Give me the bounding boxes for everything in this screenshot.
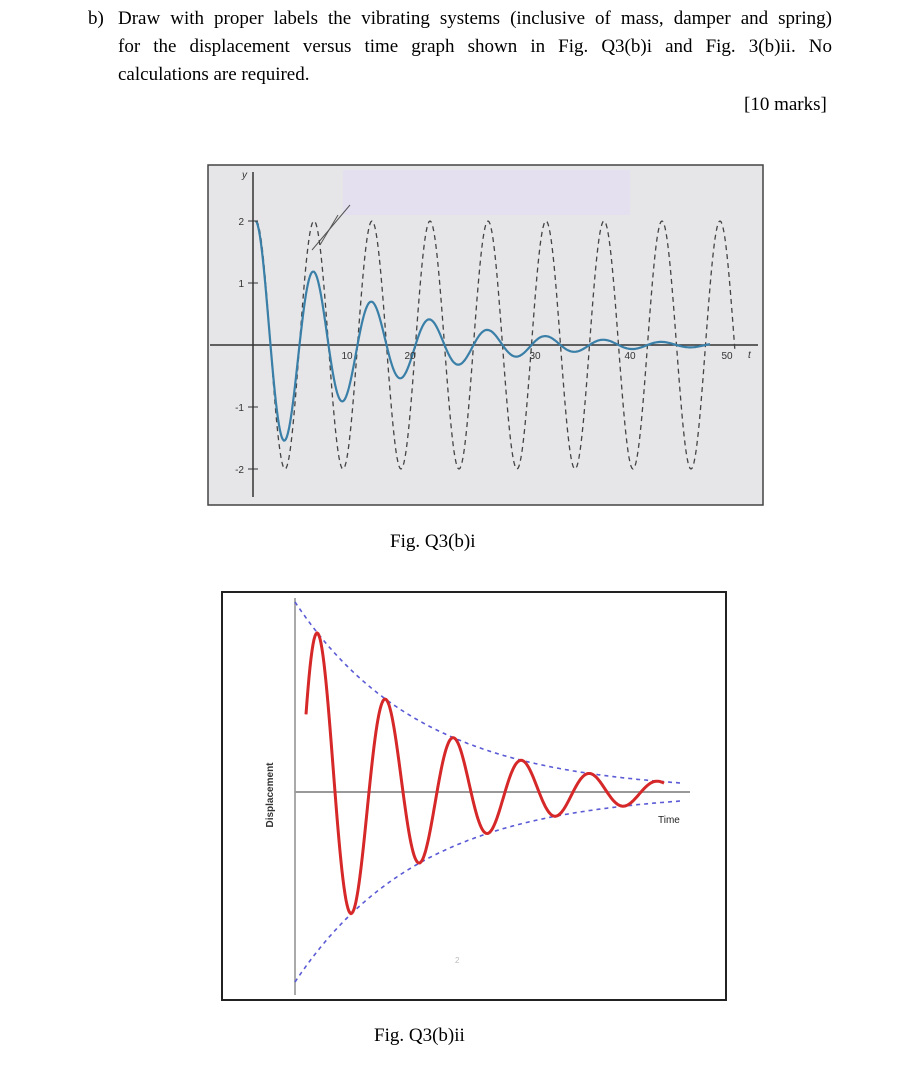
x-tick-label: 10: [341, 351, 353, 362]
x-axis-label: t: [748, 350, 752, 361]
pointer: [319, 214, 339, 246]
question-line: Draw with proper labels the vibrating sy…: [118, 8, 832, 29]
x-tick-label: 30: [529, 351, 541, 362]
y-axis-label: y: [241, 170, 248, 181]
label-patch: [343, 170, 630, 215]
question-label: b): [88, 8, 104, 29]
question-line: calculations are required.: [118, 64, 310, 85]
y-tick-label: 2: [238, 217, 244, 228]
x-tick-label: 40: [624, 351, 636, 362]
y-tick-label: 1: [238, 279, 244, 290]
marks: [10 marks]: [744, 94, 827, 115]
x-axis-label: Time: [658, 815, 680, 826]
figure-frame: [207, 164, 764, 506]
y-tick-label: -1: [235, 403, 244, 414]
y-axis-label: Displacement: [265, 762, 276, 828]
figure-caption: Fig. Q3(b)ii: [374, 1025, 465, 1046]
x-tick-label: 50: [721, 351, 733, 362]
question-line: for the displacement versus time graph s…: [118, 36, 832, 57]
undamped-curve: [255, 220, 736, 470]
envelope: [294, 601, 680, 784]
damped-curve: [304, 631, 665, 916]
y-tick-label: -2: [235, 465, 244, 476]
figure-frame: [221, 591, 727, 1001]
stray-mark: 2: [455, 956, 460, 965]
figure-caption: Fig. Q3(b)i: [390, 531, 476, 552]
x-tick-label: 20: [404, 351, 416, 362]
damped-curve: [255, 220, 711, 442]
